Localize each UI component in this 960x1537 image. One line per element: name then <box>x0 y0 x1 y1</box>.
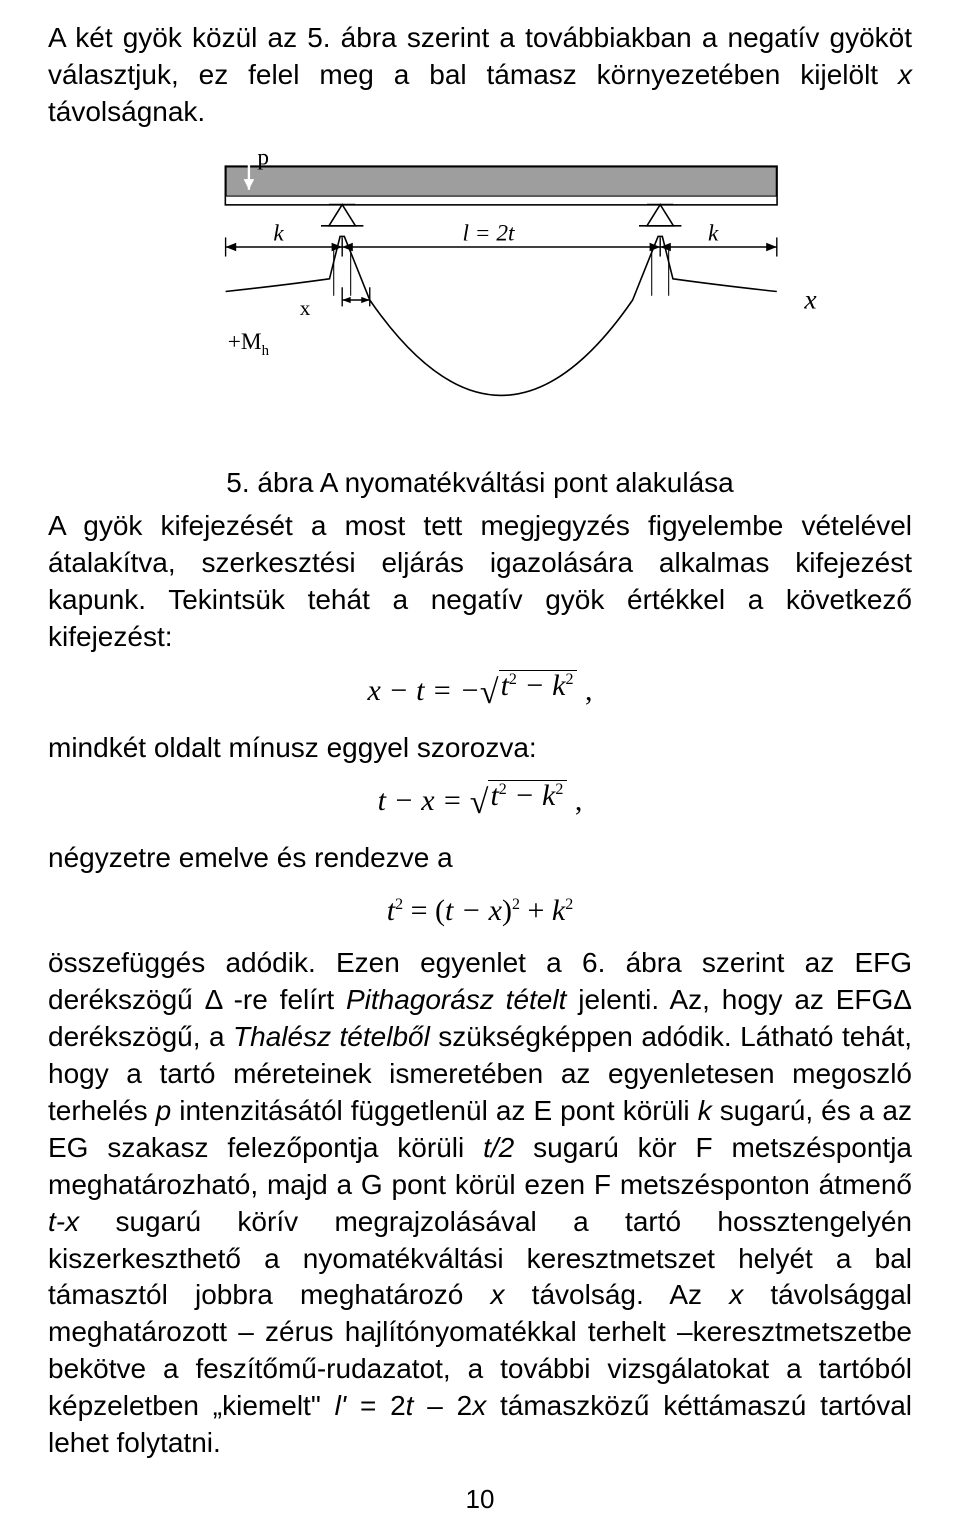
paragraph-mid1: mindkét oldalt mínusz eggyel szorozva: <box>48 730 912 767</box>
p3m: – 2 <box>413 1390 472 1421</box>
figure-5-diagram: p k l = 2t k x x +Mh <box>48 141 912 459</box>
var-lprime: l' <box>335 1390 347 1421</box>
page-number: 10 <box>48 1482 912 1516</box>
p3j: távolság. Az <box>505 1279 730 1310</box>
paragraph-mid2: négyzetre emelve és rendezve a <box>48 840 912 877</box>
figure-5-caption: 5. ábra A nyomatékváltási pont alakulása <box>48 465 912 502</box>
eq1-lhs: x − t = − <box>368 673 480 706</box>
eq2-lhs: t − x = <box>378 784 470 817</box>
eq1-sqrt: √t2 − k2 <box>480 670 578 716</box>
svg-text:k: k <box>708 220 719 246</box>
svg-text:x: x <box>803 283 817 314</box>
equation-2: t − x = √t2 − k2 , <box>48 780 912 826</box>
var-t2: t/2 <box>483 1132 514 1163</box>
svg-text:p: p <box>257 144 269 170</box>
var-x-2: x <box>491 1279 505 1310</box>
p3b: Pithagorász tételt <box>346 984 566 1015</box>
equation-3: t2 = (t − x)2 + k2 <box>48 891 912 931</box>
svg-text:+Mh: +Mh <box>228 329 270 359</box>
p3f: intenzitásától függetlenül az E pont kör… <box>171 1095 697 1126</box>
svg-text:l = 2t: l = 2t <box>462 220 515 246</box>
var-x-3: x <box>729 1279 743 1310</box>
p1-text-a: A két gyök közül az 5. ábra szerint a to… <box>48 22 912 90</box>
var-p: p <box>156 1095 172 1126</box>
paragraph-3: összefüggés adódik. Ezen egyenlet a 6. á… <box>48 945 912 1462</box>
paragraph-1: A két gyök közül az 5. ábra szerint a to… <box>48 20 912 131</box>
var-x-1: x <box>898 59 912 90</box>
var-k: k <box>698 1095 712 1126</box>
p3d: Thalész tételből <box>233 1021 430 1052</box>
svg-text:k: k <box>273 220 284 246</box>
equation-1: x − t = −√t2 − k2 , <box>48 670 912 716</box>
var-tx: t-x <box>48 1206 79 1237</box>
p3l: = 2 <box>346 1390 406 1421</box>
p1-text-b: távolságnak. <box>48 96 205 127</box>
var-x-4: x <box>472 1390 486 1421</box>
svg-text:x: x <box>300 296 311 320</box>
paragraph-2: A gyök kifejezését a most tett megjegyzé… <box>48 508 912 656</box>
eq2-sqrt: √t2 − k2 <box>470 780 568 826</box>
